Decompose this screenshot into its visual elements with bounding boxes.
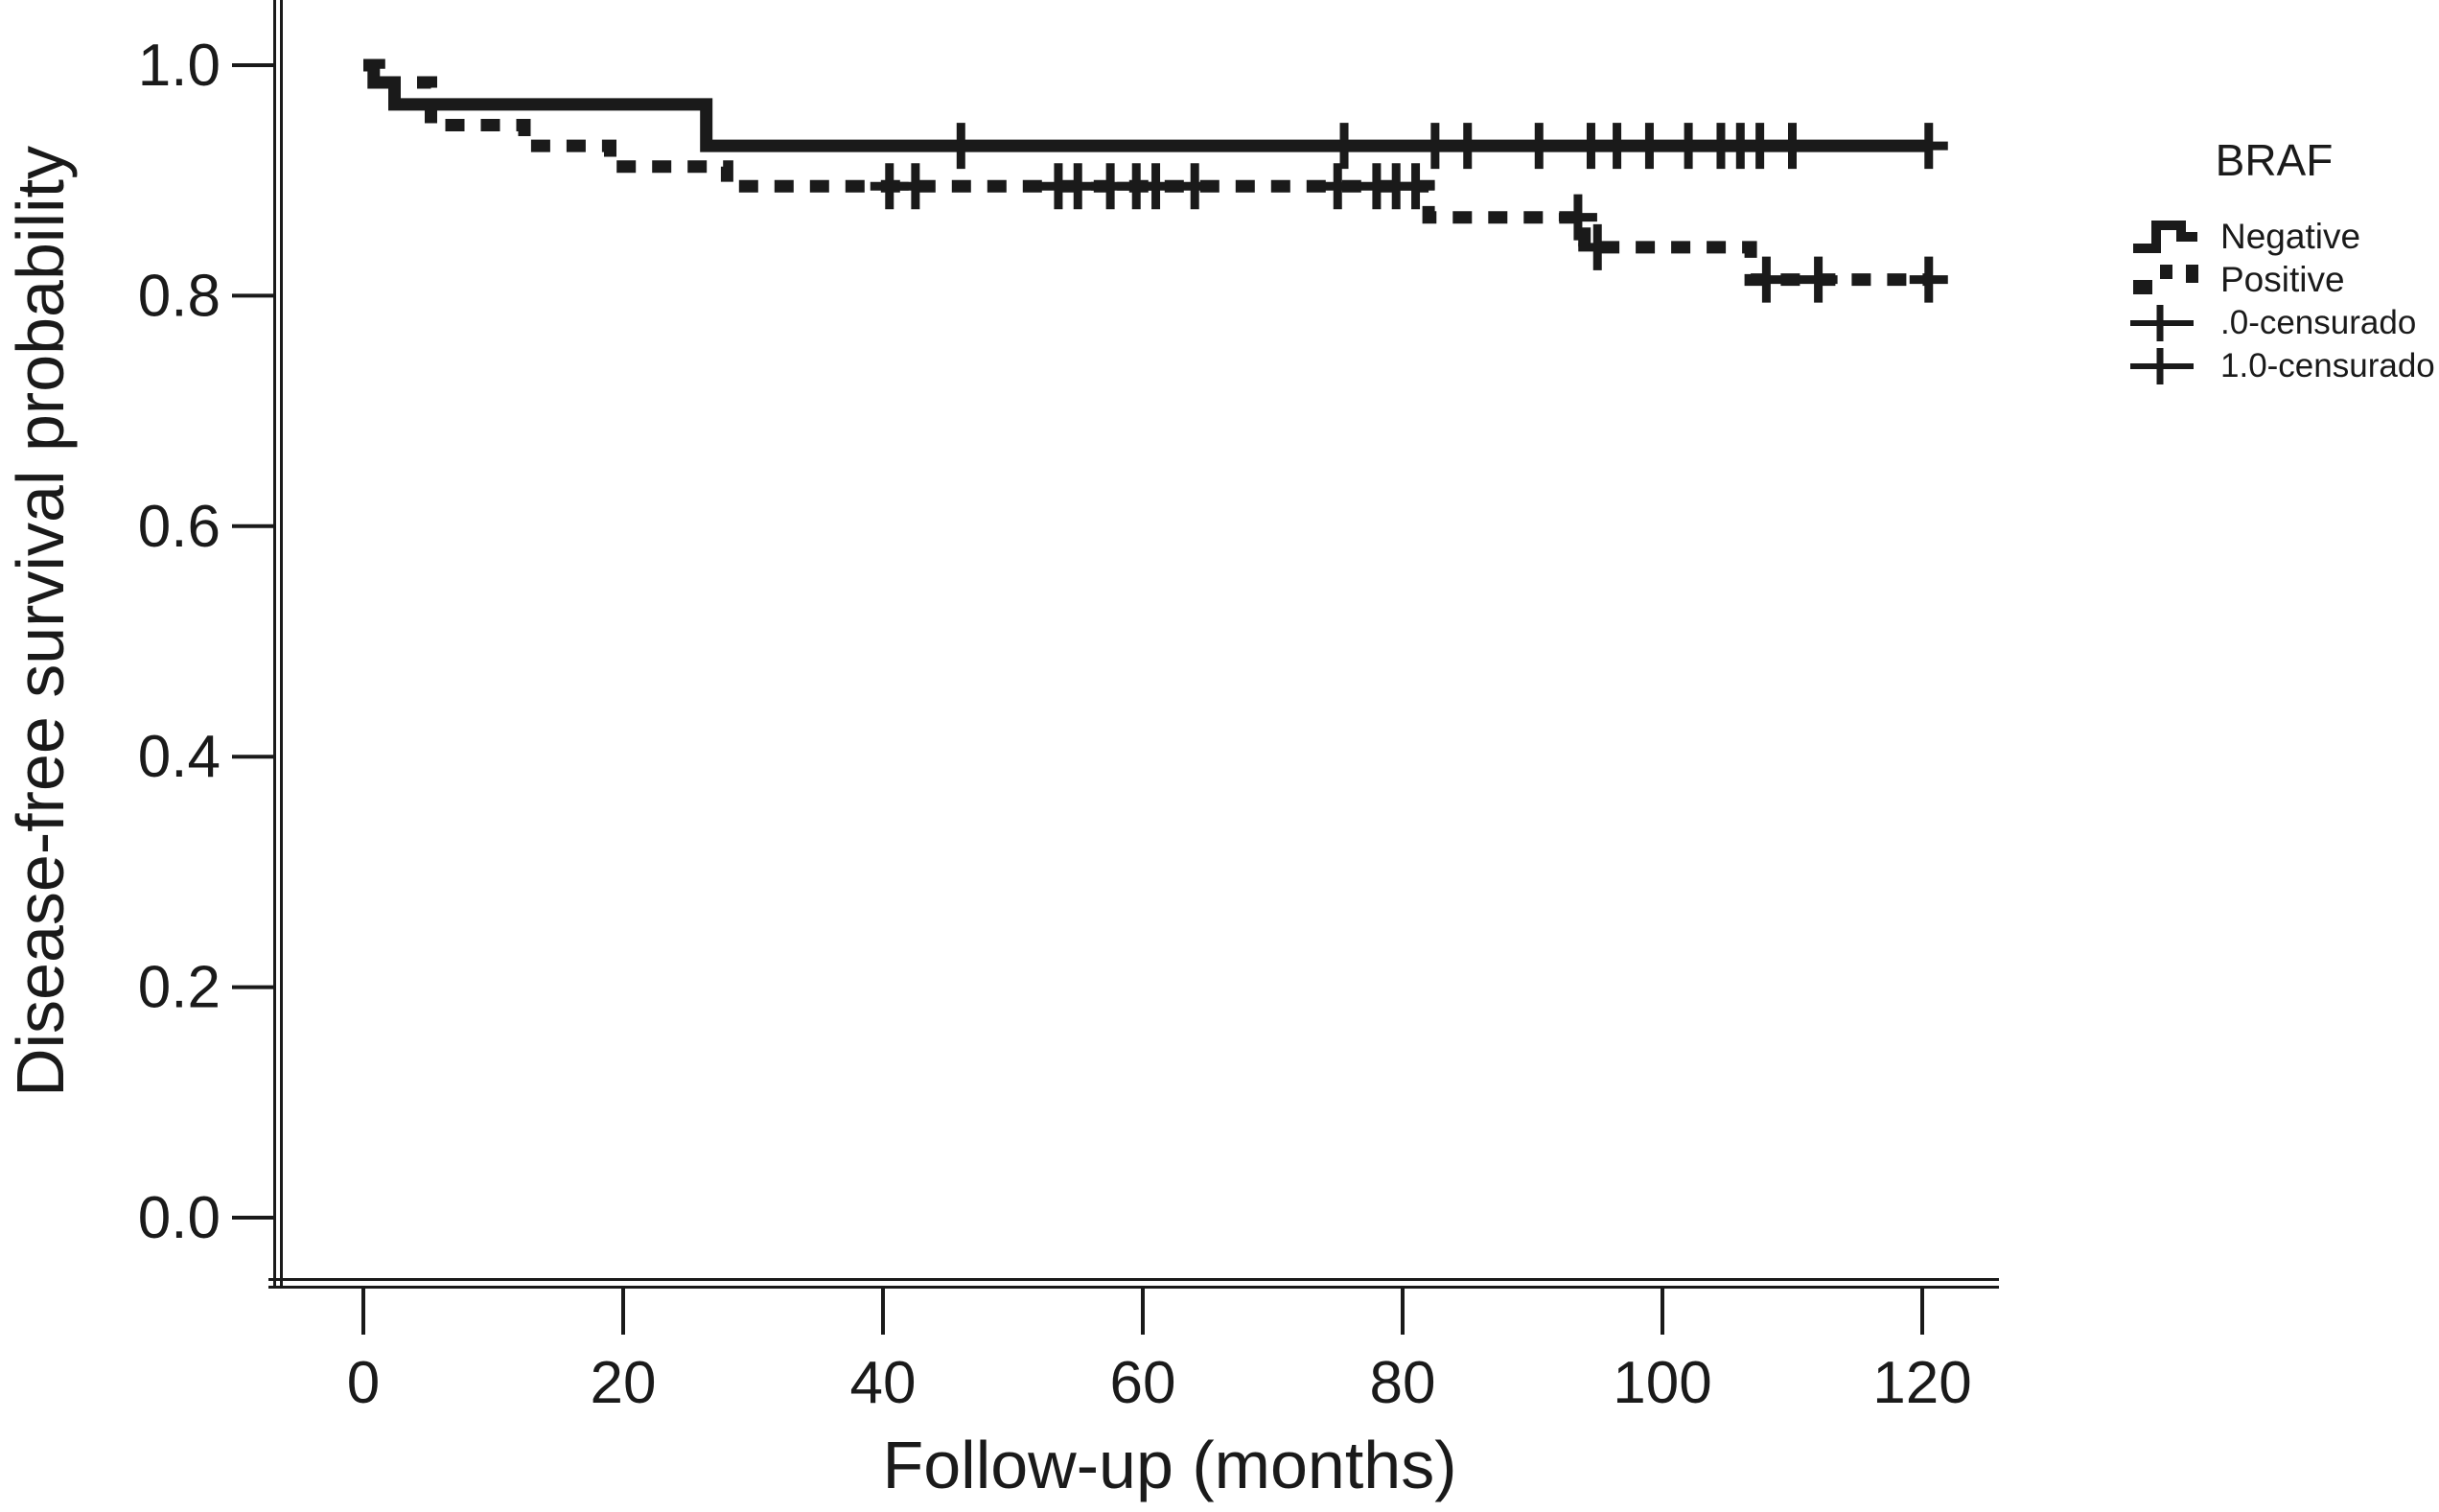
x-tick-label: 120	[1872, 1350, 1971, 1416]
negative-solid-step-icon	[2133, 220, 2197, 253]
legend-entry-positive: Positive	[2109, 258, 2439, 301]
y-tick-label: 0.0	[138, 1185, 221, 1251]
legend-label-0-censored: .0-censurado	[2220, 303, 2417, 341]
legend-entry-negative: Negative	[2109, 215, 2439, 258]
x-tick-label: 60	[1110, 1350, 1176, 1416]
y-tick-label: 0.6	[138, 494, 221, 560]
positive-dashed-step-icon	[2133, 264, 2198, 294]
legend-title: BRAF	[2215, 135, 2334, 185]
x-tick-label: 100	[1613, 1350, 1711, 1416]
x-tick-label: 40	[850, 1350, 917, 1416]
legend-entry-1-censored: 1.0-censurado	[2109, 344, 2439, 387]
y-tick-label: 0.4	[138, 724, 221, 790]
y-tick-label: 0.2	[138, 955, 221, 1021]
series-curve-positive	[363, 58, 1929, 287]
x-tick-label: 0	[347, 1350, 380, 1416]
legend-label-negative: Negative	[2220, 216, 2361, 256]
legend: BRAF Negative Positive .0-censurado	[2109, 134, 2439, 387]
legend-label-1-censored: 1.0-censurado	[2220, 346, 2435, 384]
x-axis-title: Follow-up (months)	[882, 1428, 1457, 1502]
y-tick-label: 1.0	[138, 33, 221, 99]
x-tick-label: 20	[591, 1350, 657, 1416]
censor-plus-icon	[2130, 347, 2194, 384]
y-tick-label: 0.8	[138, 263, 221, 329]
censor-plus-icon	[2130, 304, 2194, 341]
y-axis-title: Disease-free survival probability	[3, 145, 78, 1098]
legend-entry-0-censored: .0-censurado	[2109, 301, 2439, 344]
x-tick-label: 80	[1370, 1350, 1436, 1416]
series-curve-negative	[363, 58, 1929, 152]
legend-label-positive: Positive	[2220, 259, 2345, 299]
